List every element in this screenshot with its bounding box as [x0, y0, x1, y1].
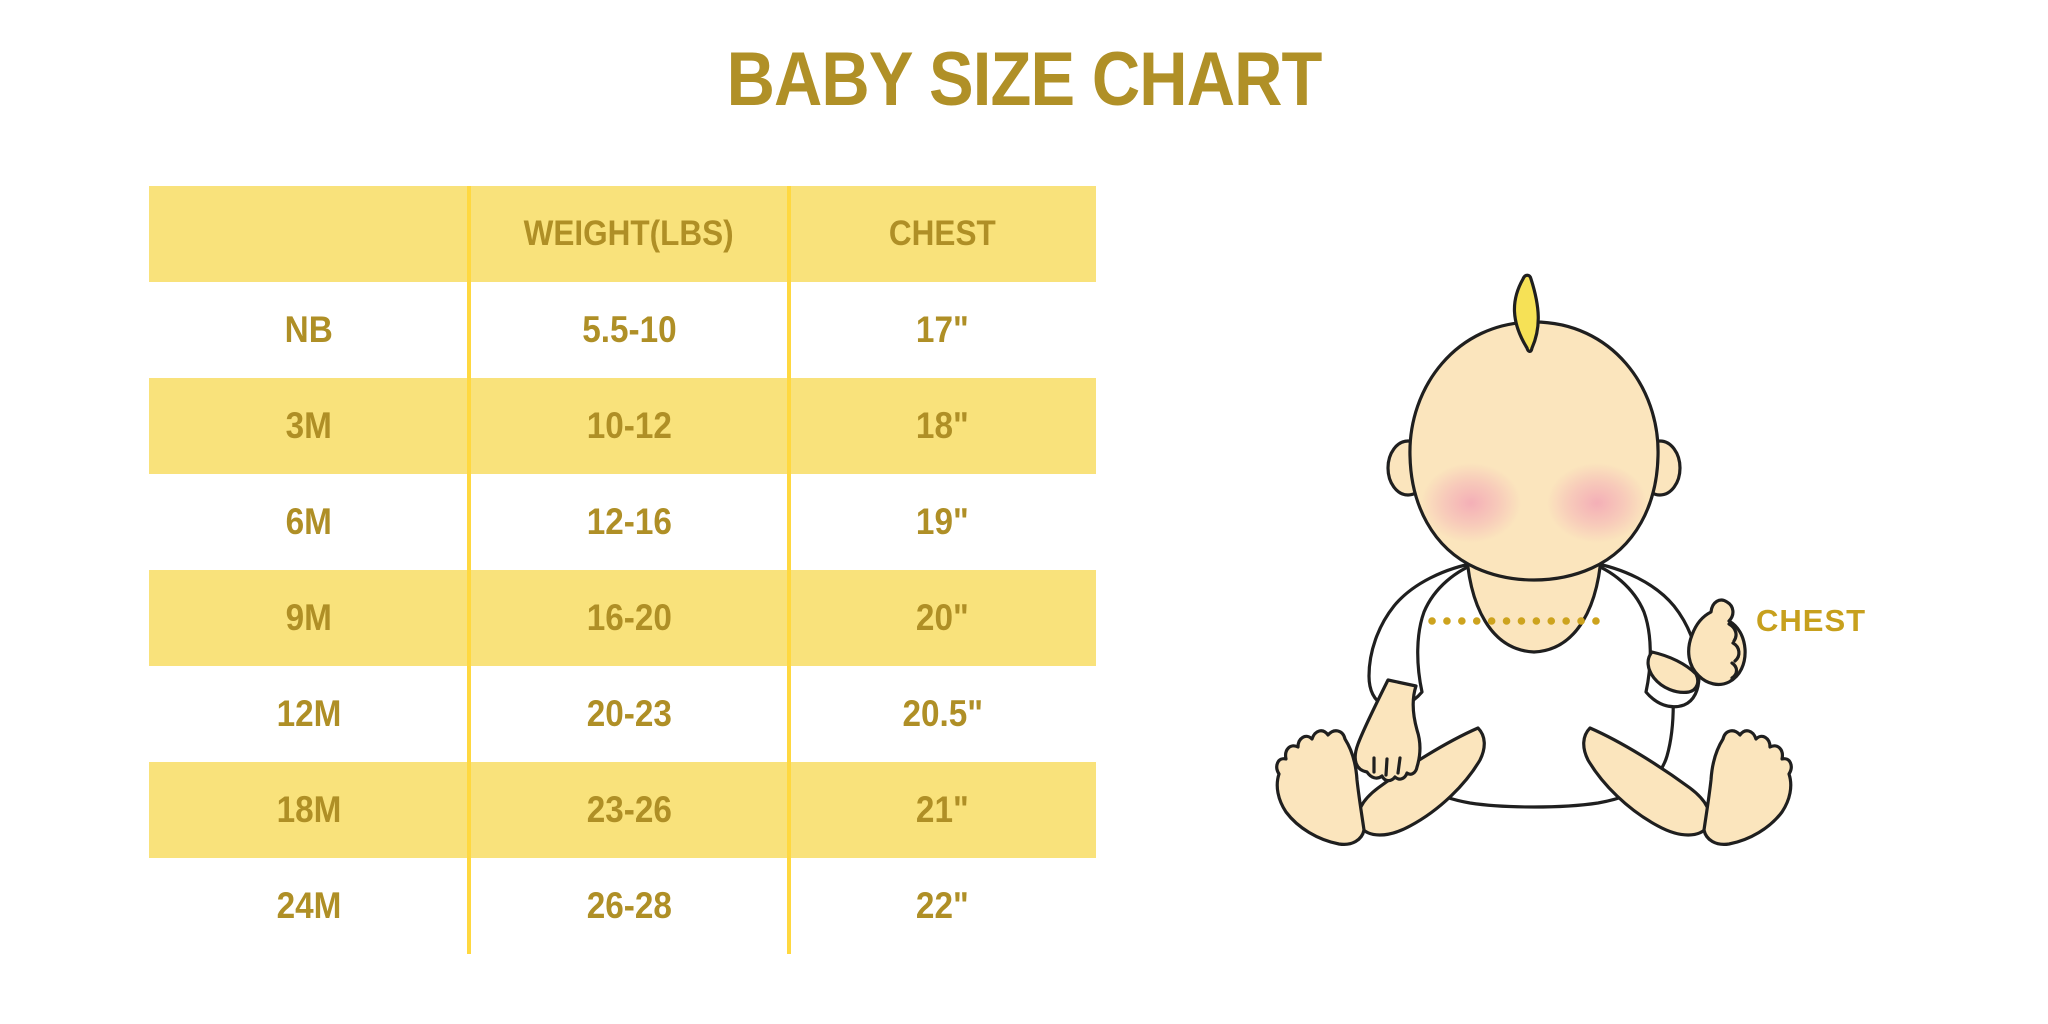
- cell-weight: 20-23: [586, 693, 672, 734]
- cell-weight: 23-26: [586, 789, 672, 830]
- cell-chest: 21": [916, 789, 969, 830]
- cell-chest: 17": [916, 309, 969, 350]
- baby-left-blush: [1421, 463, 1521, 543]
- cell-size: 18M: [276, 789, 342, 830]
- table-row: NB 5.5-10 17": [149, 282, 1096, 378]
- baby-illustration-icon: CHEST: [1275, 273, 1866, 846]
- cell-size: 6M: [285, 501, 333, 542]
- cell-chest: 19": [916, 501, 969, 542]
- cell-chest: 18": [916, 405, 969, 446]
- cell-size: NB: [284, 309, 334, 350]
- baby-head: [1408, 320, 1660, 582]
- baby-left-arm: [1353, 678, 1422, 783]
- cell-chest: 20": [916, 597, 969, 638]
- table-row: 9M 16-20 20": [149, 570, 1096, 666]
- table-row: 24M 26-28 22": [149, 858, 1096, 954]
- cell-size: 9M: [285, 597, 333, 638]
- baby-right-blush: [1547, 463, 1647, 543]
- table-row: 12M 20-23 20.5": [149, 666, 1096, 762]
- cell-size: 3M: [285, 405, 333, 446]
- cell-size: 12M: [276, 693, 342, 734]
- header-chest: CHEST: [889, 214, 996, 253]
- cell-weight: 26-28: [586, 885, 672, 926]
- size-table: WEIGHT(LBS) CHEST NB 5.5-10 17" 3M 10-12…: [149, 186, 1096, 954]
- table-row: 3M 10-12 18": [149, 378, 1096, 474]
- table-header-row: WEIGHT(LBS) CHEST: [149, 186, 1096, 282]
- baby-right-arm: [1646, 598, 1747, 694]
- column-divider: [787, 186, 791, 954]
- header-size: [149, 186, 469, 282]
- cell-size: 24M: [276, 885, 342, 926]
- table-row: 18M 23-26 21": [149, 762, 1096, 858]
- cell-chest: 20.5": [902, 693, 983, 734]
- cell-weight: 5.5-10: [581, 309, 677, 350]
- table-row: 6M 12-16 19": [149, 474, 1096, 570]
- chest-label: CHEST: [1756, 603, 1866, 638]
- baby-left-leg: [1275, 726, 1486, 846]
- page-title: BABY SIZE CHART: [726, 37, 1323, 122]
- cell-chest: 22": [916, 885, 969, 926]
- header-weight: WEIGHT(LBS): [524, 214, 734, 253]
- column-divider: [467, 186, 471, 954]
- cell-weight: 12-16: [586, 501, 672, 542]
- baby-right-leg: [1582, 726, 1793, 846]
- cell-weight: 16-20: [586, 597, 672, 638]
- cell-weight: 10-12: [586, 405, 672, 446]
- baby-hair-tuft: [1512, 273, 1540, 353]
